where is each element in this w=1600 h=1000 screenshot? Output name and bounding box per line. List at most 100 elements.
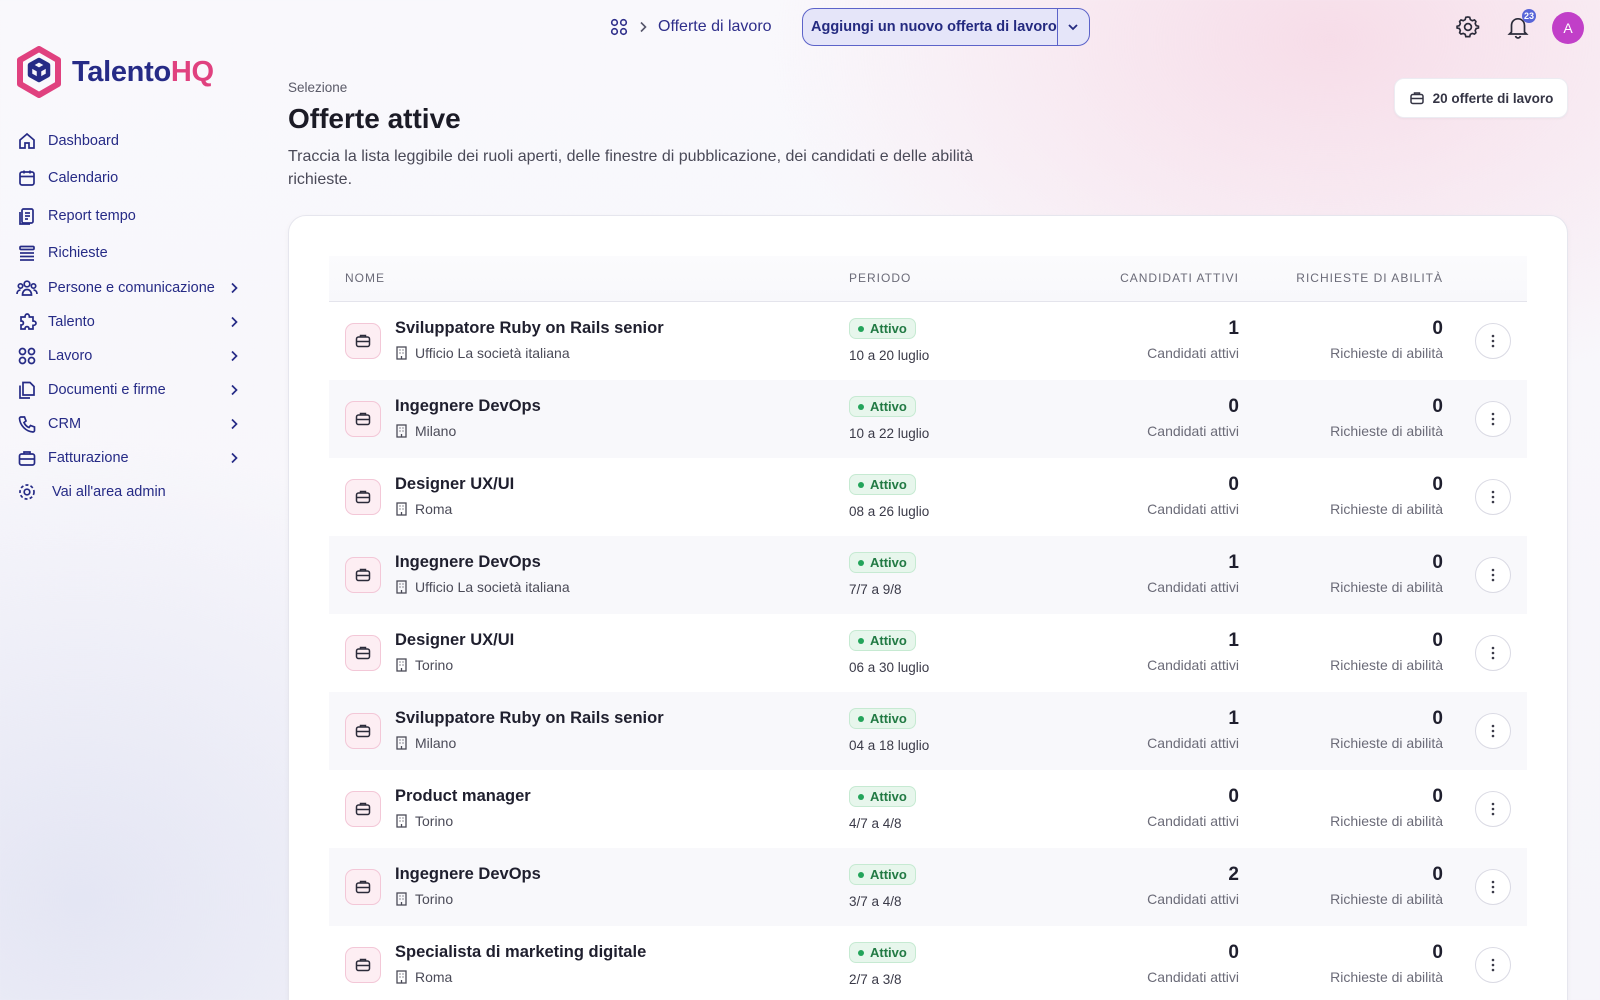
column-header-name[interactable]: NOME <box>345 271 385 285</box>
table-row[interactable]: Ingegnere DevOps Milano Attivo 10 a 22 l… <box>329 380 1527 458</box>
sidebar-item-persone-e-comunicazione[interactable]: Persone e comunicazione <box>16 273 242 303</box>
job-title[interactable]: Ingegnere DevOps <box>395 553 541 571</box>
sidebar-item-crm[interactable]: CRM <box>16 409 242 439</box>
active-candidates-label: Candidati attivi <box>1147 657 1239 673</box>
brand-logo[interactable]: TalentoHQ <box>16 46 214 98</box>
status-label: Attivo <box>870 633 907 648</box>
table-row[interactable]: Designer UX/UI Torino Attivo 06 a 30 lug… <box>329 614 1527 692</box>
more-vertical-icon <box>1491 958 1495 972</box>
sidebar-item-dashboard[interactable]: Dashboard <box>16 126 242 156</box>
row-actions-button[interactable] <box>1475 635 1511 671</box>
row-actions-button[interactable] <box>1475 323 1511 359</box>
phone-icon <box>16 413 38 435</box>
sidebar-item-lavoro[interactable]: Lavoro <box>16 341 242 371</box>
job-offers-card: NOME PERIODO CANDIDATI ATTIVI RICHIESTE … <box>288 215 1568 1000</box>
row-actions-button[interactable] <box>1475 479 1511 515</box>
job-title[interactable]: Sviluppatore Ruby on Rails senior <box>395 709 664 727</box>
sidebar-item-calendario[interactable]: Calendario <box>16 163 242 193</box>
status-label: Attivo <box>870 711 907 726</box>
table-row[interactable]: Designer UX/UI Roma Attivo 08 a 26 lugli… <box>329 458 1527 536</box>
sidebar-item-admin-area[interactable]: Vai all'area admin <box>16 477 242 507</box>
job-offers-count-label: 20 offerte di lavoro <box>1432 90 1554 106</box>
skill-requests-label: Richieste di abilità <box>1330 345 1443 361</box>
job-offers-count-badge: 20 offerte di lavoro <box>1394 78 1568 118</box>
breadcrumb: Offerte di lavoro <box>610 16 772 38</box>
more-vertical-icon <box>1491 724 1495 738</box>
job-location: Milano <box>395 423 456 439</box>
logo-cube-icon <box>16 46 62 98</box>
row-actions-button[interactable] <box>1475 557 1511 593</box>
sidebar-item-talento[interactable]: Talento <box>16 307 242 337</box>
documents-icon <box>16 379 38 401</box>
job-title[interactable]: Ingegnere DevOps <box>395 397 541 415</box>
sidebar-item-richieste[interactable]: Richieste <box>16 238 242 268</box>
chevron-right-icon <box>226 416 242 432</box>
skill-requests-label: Richieste di abilità <box>1330 657 1443 673</box>
column-header-skill-requests[interactable]: RICHIESTE DI ABILITÀ <box>1296 271 1443 285</box>
notifications-bell-icon[interactable] <box>1505 14 1531 40</box>
sidebar-item-fatturazione[interactable]: Fatturazione <box>16 443 242 473</box>
more-vertical-icon <box>1491 568 1495 582</box>
status-label: Attivo <box>870 555 907 570</box>
column-header-candidates[interactable]: CANDIDATI ATTIVI <box>1120 271 1239 285</box>
status-label: Attivo <box>870 321 907 336</box>
table-row[interactable]: Ingegnere DevOps Torino Attivo 3/7 a 4/8… <box>329 848 1527 926</box>
job-period: 10 a 20 luglio <box>849 348 930 363</box>
job-title[interactable]: Specialista di marketing digitale <box>395 943 647 961</box>
more-vertical-icon <box>1491 646 1495 660</box>
active-candidates-label: Candidati attivi <box>1147 969 1239 985</box>
briefcase-icon <box>345 401 381 437</box>
column-header-period[interactable]: PERIODO <box>849 271 912 285</box>
job-title[interactable]: Designer UX/UI <box>395 631 515 649</box>
job-location-label: Torino <box>415 891 454 907</box>
sidebar-item-label: Talento <box>48 314 95 330</box>
table-row[interactable]: Product manager Torino Attivo 4/7 a 4/8 … <box>329 770 1527 848</box>
job-title[interactable]: Ingegnere DevOps <box>395 865 541 883</box>
job-period: 08 a 26 luglio <box>849 504 930 519</box>
skill-requests-label: Richieste di abilità <box>1330 423 1443 439</box>
job-location-label: Torino <box>415 657 454 673</box>
status-badge: Attivo <box>849 708 916 729</box>
table-row[interactable]: Sviluppatore Ruby on Rails senior Uffici… <box>329 302 1527 380</box>
add-options-dropdown-button[interactable] <box>1056 9 1089 45</box>
row-actions-button[interactable] <box>1475 791 1511 827</box>
settings-gear-icon[interactable] <box>1456 15 1480 39</box>
sidebar-item-documenti-e-firme[interactable]: Documenti e firme <box>16 375 242 405</box>
table-row[interactable]: Sviluppatore Ruby on Rails senior Milano… <box>329 692 1527 770</box>
chevron-right-icon <box>226 314 242 330</box>
status-dot-icon <box>858 793 864 800</box>
user-avatar[interactable]: A <box>1552 12 1584 44</box>
sidebar-item-report-tempo[interactable]: Report tempo <box>16 201 242 231</box>
table-row[interactable]: Specialista di marketing digitale Roma A… <box>329 926 1527 1000</box>
table-row[interactable]: Ingegnere DevOps Ufficio La società ital… <box>329 536 1527 614</box>
job-location: Ufficio La società italiana <box>395 345 570 361</box>
job-title[interactable]: Designer UX/UI <box>395 475 515 493</box>
active-candidates-label: Candidati attivi <box>1147 345 1239 361</box>
job-title[interactable]: Sviluppatore Ruby on Rails senior <box>395 319 664 337</box>
skill-requests-count: 0 <box>1432 786 1443 807</box>
job-title[interactable]: Product manager <box>395 787 531 805</box>
breadcrumb-current[interactable]: Offerte di lavoro <box>658 18 772 35</box>
job-location-label: Ufficio La società italiana <box>415 579 570 595</box>
skill-requests-count: 0 <box>1432 630 1443 651</box>
status-label: Attivo <box>870 477 907 492</box>
skill-requests-label: Richieste di abilità <box>1330 735 1443 751</box>
home-icon <box>16 130 38 152</box>
briefcase-icon <box>345 869 381 905</box>
table-body: Sviluppatore Ruby on Rails senior Uffici… <box>329 302 1527 1000</box>
gear-icon <box>16 481 38 503</box>
apps-grid-icon[interactable] <box>610 18 628 36</box>
row-actions-button[interactable] <box>1475 401 1511 437</box>
page-title: Offerte attive <box>288 103 461 134</box>
building-icon <box>396 424 407 438</box>
active-candidates-count: 1 <box>1228 708 1239 729</box>
row-actions-button[interactable] <box>1475 947 1511 983</box>
briefcase-icon <box>16 447 38 469</box>
job-location-label: Torino <box>415 813 454 829</box>
row-actions-button[interactable] <box>1475 713 1511 749</box>
status-label: Attivo <box>870 399 907 414</box>
job-location: Roma <box>395 501 452 517</box>
add-job-offer-button[interactable]: Aggiungi un nuovo offerta di lavoro <box>811 19 1057 35</box>
chevron-right-icon <box>226 450 242 466</box>
row-actions-button[interactable] <box>1475 869 1511 905</box>
